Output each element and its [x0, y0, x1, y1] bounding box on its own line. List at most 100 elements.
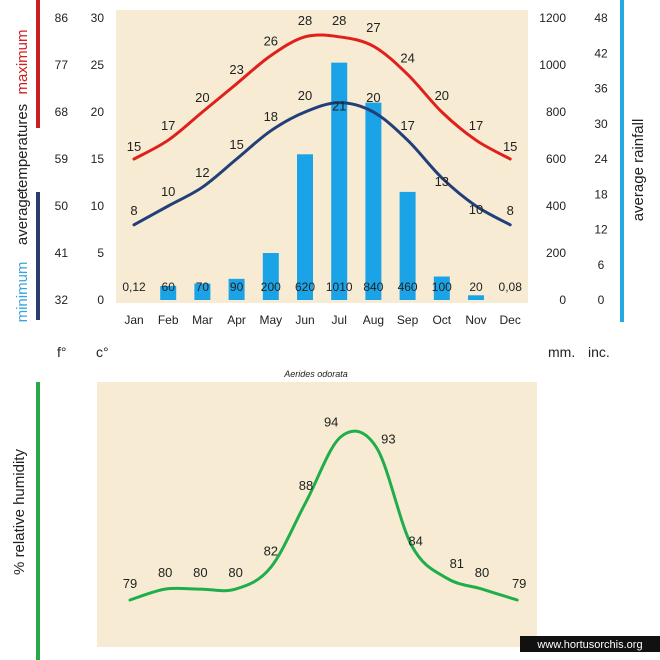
month-tick-label-nov: Nov [465, 313, 486, 327]
humidity-value-label-jan: 79 [123, 576, 137, 591]
fahrenheit-tick-label: 50 [55, 199, 69, 213]
rainfall-value-label-dec: 0,08 [499, 280, 523, 294]
rainfall-bar-aug [365, 103, 381, 300]
legend-average-label: average [14, 191, 31, 245]
month-tick-label-dec: Dec [500, 313, 521, 327]
celsius-tick-label: 0 [97, 293, 104, 307]
legend-bar-maximum [36, 0, 40, 128]
humidity-value-label-sep: 84 [408, 534, 422, 549]
mm-tick-label: 600 [546, 152, 566, 166]
mm-tick-label: 0 [559, 293, 566, 307]
max-value-label-aug: 27 [366, 20, 380, 35]
max-value-label-may: 26 [264, 34, 278, 49]
legend-average-rainfall-label: average rainfall [630, 119, 647, 222]
temperature-rainfall-plot-area [116, 10, 528, 303]
rainfall-value-label-oct: 100 [432, 280, 452, 294]
humidity-value-label-nov: 80 [475, 565, 489, 580]
humidity-value-label-dec: 79 [512, 576, 526, 591]
celsius-tick-label: 25 [91, 58, 105, 72]
inches-tick-label: 18 [594, 187, 608, 201]
min-value-label-may: 18 [264, 109, 278, 124]
min-value-label-sep: 17 [400, 118, 414, 133]
climate-chart: maximum temperatures average minimum ave… [0, 0, 660, 660]
month-tick-label-sep: Sep [397, 313, 419, 327]
min-value-label-dec: 8 [507, 203, 514, 218]
rainfall-value-label-feb: 60 [162, 280, 176, 294]
celsius-tick-label: 15 [91, 152, 105, 166]
rainfall-value-label-aug: 840 [363, 280, 383, 294]
celsius-tick-label: 30 [91, 11, 105, 25]
month-tick-label-aug: Aug [363, 313, 384, 327]
rainfall-value-label-apr: 90 [230, 280, 244, 294]
celsius-tick-label: 20 [91, 105, 105, 119]
min-value-label-mar: 12 [195, 165, 209, 180]
fahrenheit-tick-label: 77 [55, 58, 69, 72]
min-value-label-jan: 8 [130, 203, 137, 218]
rainfall-value-label-may: 200 [261, 280, 281, 294]
month-tick-label-mar: Mar [192, 313, 213, 327]
min-value-label-apr: 15 [229, 137, 243, 152]
unit-celsius-label: c° [96, 344, 109, 360]
rainfall-value-label-nov: 20 [469, 280, 483, 294]
inches-tick-label: 42 [594, 46, 608, 60]
max-value-label-feb: 17 [161, 118, 175, 133]
rainfall-bar-nov [468, 295, 484, 300]
humidity-value-label-jul: 94 [324, 415, 338, 430]
min-value-label-nov: 10 [469, 202, 483, 217]
legend-maximum-label: maximum [14, 29, 31, 94]
humidity-plot-area [97, 382, 537, 647]
mm-tick-label: 200 [546, 246, 566, 260]
legend-bar-minimum [36, 192, 40, 320]
mm-tick-label: 1200 [539, 11, 566, 25]
inches-tick-label: 24 [594, 152, 608, 166]
month-tick-label-may: May [259, 313, 282, 327]
humidity-value-label-oct: 81 [450, 556, 464, 571]
rainfall-value-label-sep: 460 [398, 280, 418, 294]
inches-tick-label: 0 [598, 293, 605, 307]
fahrenheit-tick-label: 86 [55, 11, 69, 25]
min-value-label-aug: 20 [366, 90, 380, 105]
month-tick-label-jul: Jul [332, 313, 347, 327]
inches-tick-label: 48 [594, 11, 608, 25]
humidity-value-label-feb: 80 [158, 565, 172, 580]
legend-relative-humidity-label: % relative humidity [11, 449, 28, 575]
month-tick-label-jan: Jan [124, 313, 143, 327]
inches-tick-label: 36 [594, 82, 608, 96]
rainfall-value-label-jan: 0,12 [122, 280, 146, 294]
humidity-value-label-aug: 93 [381, 431, 395, 446]
min-value-label-feb: 10 [161, 184, 175, 199]
min-value-label-jun: 20 [298, 88, 312, 103]
watermark-text: www.hortusorchis.org [536, 639, 642, 651]
min-value-label-jul: 21 [332, 99, 346, 114]
mm-tick-label: 800 [546, 105, 566, 119]
rainfall-bar-jun [297, 154, 313, 300]
celsius-tick-label: 10 [91, 199, 105, 213]
max-value-label-apr: 23 [229, 62, 243, 77]
rainfall-value-label-mar: 70 [196, 280, 210, 294]
max-value-label-sep: 24 [400, 50, 414, 65]
max-value-label-mar: 20 [195, 90, 209, 105]
species-title: Aerides odorata [283, 369, 348, 379]
unit-inches-label: inc. [588, 344, 610, 360]
humidity-value-label-jun: 88 [299, 478, 313, 493]
min-value-label-oct: 13 [435, 174, 449, 189]
fahrenheit-tick-label: 68 [55, 105, 69, 119]
humidity-value-label-apr: 80 [228, 565, 242, 580]
rainfall-value-label-jul: 1010 [326, 280, 353, 294]
month-tick-label-jun: Jun [295, 313, 314, 327]
unit-fahrenheit-label: f° [57, 344, 67, 360]
max-value-label-jun: 28 [298, 13, 312, 28]
legend-bar-humidity [36, 382, 40, 660]
fahrenheit-tick-label: 32 [55, 293, 69, 307]
mm-tick-label: 1000 [539, 58, 566, 72]
legend-bar-rainfall [620, 0, 624, 322]
max-value-label-jul: 28 [332, 13, 346, 28]
fahrenheit-tick-label: 59 [55, 152, 69, 166]
humidity-value-label-may: 82 [264, 543, 278, 558]
month-tick-label-apr: Apr [227, 313, 246, 327]
unit-mm-label: mm. [548, 344, 575, 360]
max-value-label-nov: 17 [469, 118, 483, 133]
inches-tick-label: 12 [594, 223, 608, 237]
rainfall-value-label-jun: 620 [295, 280, 315, 294]
celsius-tick-label: 5 [97, 246, 104, 260]
